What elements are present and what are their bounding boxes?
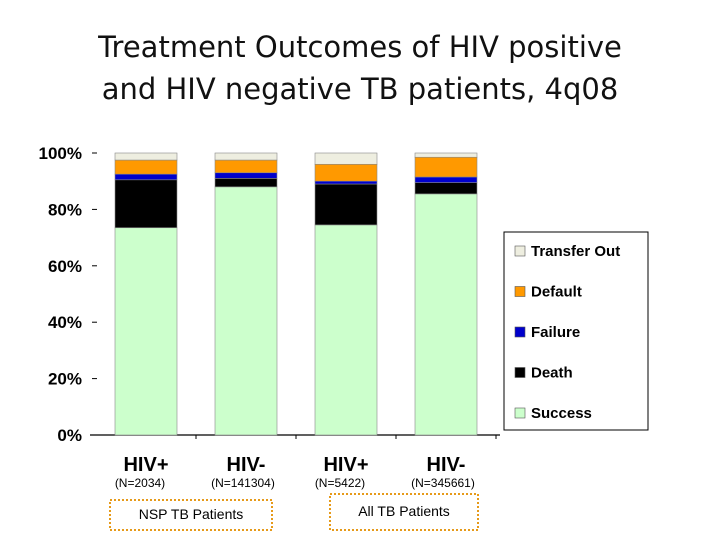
legend-swatch xyxy=(514,367,526,378)
bar-segment xyxy=(414,156,478,178)
legend-label: Default xyxy=(531,284,582,301)
bar-segment xyxy=(114,179,178,229)
sample-size-label: (N=141304) xyxy=(211,476,275,490)
bar-segment xyxy=(114,173,178,181)
bar-segment xyxy=(214,159,278,174)
title-line-2: and HIV negative TB patients, 4q08 xyxy=(101,72,619,106)
bar-segment xyxy=(114,227,178,436)
legend-swatch xyxy=(514,245,526,257)
bar-segment xyxy=(314,163,378,182)
y-tick-label: 100% xyxy=(39,144,82,163)
y-tick-label: 0% xyxy=(57,426,82,445)
group-box xyxy=(109,499,273,531)
bar-segment xyxy=(414,193,478,436)
group-box xyxy=(329,493,479,531)
bar-segment xyxy=(314,152,378,165)
bar-segment xyxy=(414,176,478,183)
y-tick-label: 40% xyxy=(48,313,82,332)
legend-label: Transfer Out xyxy=(531,243,620,260)
bar-segment xyxy=(414,152,478,158)
bar-segment xyxy=(214,152,278,161)
legend-label: Death xyxy=(531,365,573,382)
x-category-label: HIV- xyxy=(227,454,266,476)
legend-swatch xyxy=(514,407,526,419)
legend-swatch xyxy=(514,286,526,297)
legend-swatch xyxy=(514,326,526,338)
bar-segment xyxy=(214,178,278,188)
y-tick-label: 20% xyxy=(48,370,82,389)
bar-segment xyxy=(314,183,378,226)
x-category-label: HIV+ xyxy=(323,454,368,476)
y-tick-label: 80% xyxy=(48,200,82,219)
bar-segment xyxy=(314,224,378,436)
sample-size-label: (N=345661) xyxy=(411,476,475,490)
sample-size-label: (N=2034) xyxy=(115,476,165,490)
x-category-label: HIV+ xyxy=(123,454,168,476)
title-line-1: Treatment Outcomes of HIV positive xyxy=(98,30,622,64)
legend-label: Failure xyxy=(531,324,580,341)
bar-segment xyxy=(214,186,278,436)
x-category-label: HIV- xyxy=(427,454,466,476)
slide-title: Treatment Outcomes of HIV positive and H… xyxy=(0,26,720,110)
group-label: All TB Patients xyxy=(358,503,450,519)
bar-segment xyxy=(314,180,378,185)
legend-frame xyxy=(503,231,649,431)
bar-segment xyxy=(414,182,478,195)
bar-segment xyxy=(114,152,178,161)
group-label: NSP TB Patients xyxy=(139,506,244,522)
y-tick-label: 60% xyxy=(48,257,82,276)
legend-label: Success xyxy=(531,405,592,422)
bar-segment xyxy=(214,172,278,179)
sample-size-label: (N=5422) xyxy=(315,476,365,490)
bar-segment xyxy=(114,159,178,175)
